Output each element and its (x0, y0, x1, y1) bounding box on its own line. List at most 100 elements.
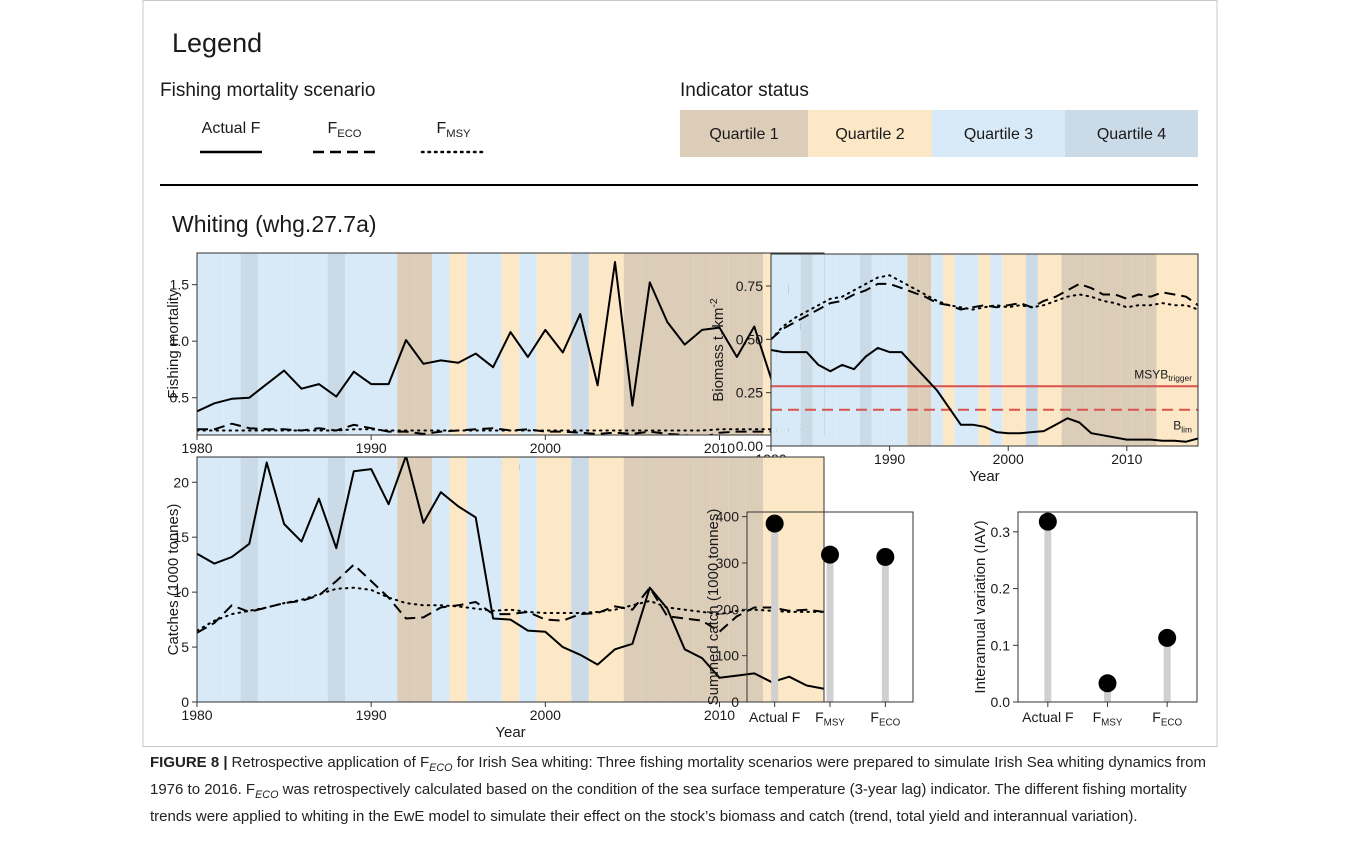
x-tick-label-text: F (815, 709, 824, 725)
series-line (771, 274, 1198, 341)
status-band (292, 253, 311, 435)
status-band (345, 457, 363, 702)
status-band (484, 253, 502, 435)
legend-label-text: Actual F (202, 120, 261, 137)
status-band (800, 254, 813, 446)
status-band (554, 457, 572, 702)
status-band (710, 253, 729, 435)
status-band (588, 253, 607, 435)
x-tick-label-sub: ECO (1161, 717, 1183, 728)
stem (1104, 683, 1111, 702)
status-band (1085, 254, 1098, 446)
x-tick-label-text: F (870, 709, 879, 725)
status-band (197, 253, 206, 435)
legend-label-sub: ECO (337, 128, 362, 140)
status-band (710, 457, 729, 702)
y-tick-label: 5 (181, 639, 189, 655)
y-tick-label: 0.00 (736, 438, 763, 454)
series-line (197, 457, 824, 690)
status-band (606, 253, 624, 435)
status-band (776, 254, 789, 446)
x-tick-label: 2000 (993, 451, 1024, 467)
status-band (1014, 254, 1027, 446)
status-band (362, 457, 380, 702)
point (876, 547, 895, 566)
y-axis-label-sup: -2 (708, 298, 720, 307)
y-tick-label: 0.0 (991, 694, 1011, 710)
series-line (197, 428, 824, 432)
status-band (432, 457, 450, 702)
status-band (484, 457, 502, 702)
y-axis-label: Fishing mortality (165, 289, 182, 399)
y-tick-label: 0.1 (991, 637, 1011, 653)
status-band (240, 457, 258, 702)
caption-subscript: ECO (429, 762, 453, 774)
quartile-swatch (680, 110, 808, 157)
status-band (797, 457, 816, 702)
status-band (310, 457, 328, 702)
status-band (895, 254, 908, 446)
status-band (466, 253, 485, 435)
status-band (658, 457, 676, 702)
reference-label: MSYBtrigger (1134, 367, 1192, 383)
y-tick-label: 15 (173, 529, 189, 545)
x-tick-label: 1990 (874, 451, 905, 467)
series-line (771, 346, 1198, 443)
x-tick-label: 2010 (1111, 451, 1142, 467)
status-band (223, 253, 241, 435)
y-tick-label: 0.50 (736, 331, 763, 347)
quartile-swatch (932, 110, 1065, 157)
reference-label-text: B (1173, 419, 1181, 433)
status-band (397, 457, 415, 702)
status-band (327, 457, 346, 702)
x-tick-label: 1980 (181, 440, 212, 456)
plot-frame (1017, 511, 1198, 703)
status-band (871, 254, 884, 446)
point (821, 545, 839, 564)
legend-label-text: F (436, 120, 446, 137)
status-band (641, 253, 659, 435)
y-tick-label: 10 (173, 584, 189, 600)
status-band (978, 254, 991, 446)
status-band (812, 254, 825, 446)
status-band (1168, 254, 1181, 446)
x-tick-label-sub: MSY (1101, 717, 1123, 728)
status-band (641, 457, 659, 702)
status-band (788, 254, 801, 446)
plot-frame (746, 511, 914, 703)
status-band (223, 457, 241, 702)
x-tick-label-sub: MSY (824, 717, 846, 728)
status-band (728, 457, 746, 702)
y-axis-label: Interannual variation (IAV) (972, 520, 989, 693)
x-tick-label: FMSY (815, 709, 845, 728)
quartile-swatch (808, 110, 932, 157)
y-tick-label: 0 (731, 694, 739, 710)
status-band (1109, 254, 1121, 446)
status-band (275, 457, 293, 702)
x-tick-label-text: Actual F (749, 709, 800, 725)
status-band (501, 253, 520, 435)
status-band (536, 253, 555, 435)
legend-label-text: F (327, 120, 337, 137)
status-band (1073, 254, 1086, 446)
status-band (327, 253, 346, 435)
caption-subscript: ECO (255, 789, 279, 801)
point (1158, 628, 1177, 647)
status-band (836, 254, 849, 446)
point (1038, 512, 1057, 531)
y-tick-label: 0.25 (736, 385, 763, 401)
x-tick-label: FECO (870, 709, 900, 728)
status-band (1097, 254, 1110, 446)
point (1098, 674, 1117, 693)
y-axis-label: Biomass t. km-2 (708, 298, 727, 402)
status-band (205, 253, 224, 435)
reference-label-sub: trigger (1168, 373, 1192, 383)
status-title: Indicator status (680, 80, 809, 101)
y-tick-label: 100 (716, 648, 740, 664)
stem (771, 523, 779, 702)
stem (826, 554, 834, 702)
status-band (942, 254, 955, 446)
legend-label: Actual F (202, 120, 261, 137)
legend-label-sub: MSY (446, 128, 471, 140)
status-band (990, 254, 1003, 446)
